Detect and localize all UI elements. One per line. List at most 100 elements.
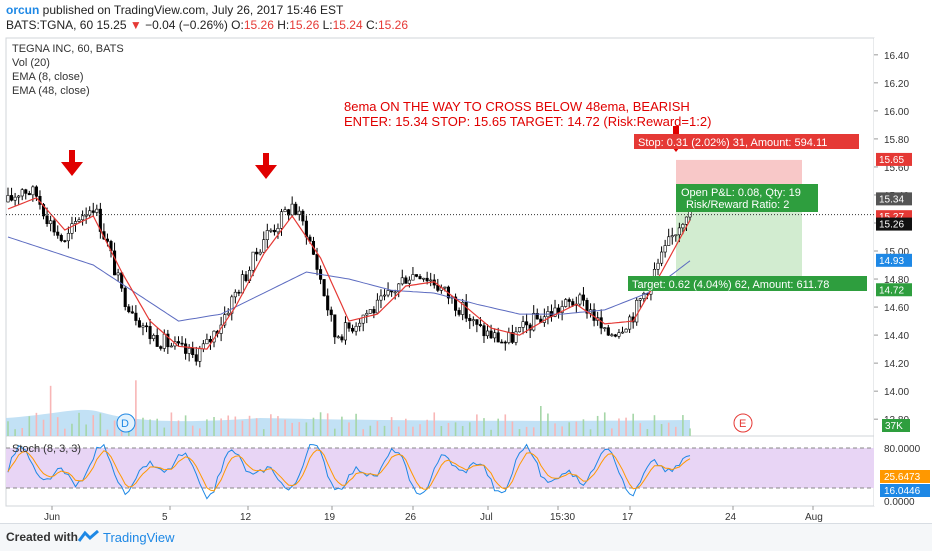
volume-bar	[206, 419, 208, 436]
candle-body	[368, 309, 372, 314]
x-tick-label: Aug	[805, 512, 823, 523]
stop-label-box[interactable]	[634, 134, 859, 149]
x-tick-label: 17	[622, 512, 634, 523]
volume-bar	[319, 412, 322, 436]
candle-body	[77, 219, 81, 222]
candle-body	[557, 307, 561, 313]
y-tick-label: 15.00	[884, 247, 909, 258]
candle-body	[240, 274, 244, 294]
candle-body	[180, 342, 184, 345]
candle-body	[187, 347, 191, 354]
y-tick-label: 15.60	[884, 163, 909, 174]
annotation-line1[interactable]: 8ema ON THE WAY TO CROSS BELOW 48ema, BE…	[344, 99, 690, 114]
volume-bar	[241, 420, 244, 436]
candle-body	[393, 291, 397, 294]
candle-body	[6, 195, 10, 203]
x-tick-label: 12	[240, 512, 252, 523]
candle-body	[521, 321, 525, 328]
candle-body	[45, 215, 49, 225]
volume-bar	[525, 426, 528, 436]
candle-body	[322, 279, 326, 297]
candle-body	[326, 295, 330, 311]
volume-bar	[426, 419, 428, 436]
target-zone[interactable]	[676, 203, 802, 291]
candle-body	[105, 238, 110, 242]
legend-volume[interactable]: Vol (20)	[12, 57, 50, 69]
volume-bar	[284, 419, 286, 436]
volume-bar	[298, 422, 301, 436]
candle-body	[606, 327, 610, 336]
candle-body	[351, 327, 355, 332]
tradingview-brand[interactable]: TradingView	[103, 530, 175, 545]
down-arrow-icon	[255, 153, 277, 179]
chart-canvas[interactable]: 16.4016.2016.0015.8015.6015.4015.2015.00…	[0, 36, 932, 523]
volume-bar	[49, 385, 52, 436]
dividend-event-icon[interactable]	[116, 413, 136, 433]
volume-bar	[468, 422, 471, 436]
candle-body	[176, 341, 181, 344]
x-tick-label: 26	[405, 512, 417, 523]
candle-body	[677, 227, 681, 236]
volume-bar	[611, 428, 613, 436]
legend-ema8[interactable]: EMA (8, close)	[12, 71, 84, 83]
volume-bar	[603, 412, 606, 436]
candle-body	[358, 322, 362, 327]
volume-bar	[433, 412, 436, 436]
volume-bar	[540, 406, 542, 436]
candle-body	[464, 302, 468, 319]
volume-bar	[476, 414, 478, 436]
close-value: 15.26	[377, 18, 409, 32]
volume-bar	[113, 420, 116, 436]
price-tag-label: 14.93	[879, 256, 904, 267]
candle-body	[610, 334, 614, 337]
volume-bar	[390, 417, 393, 436]
volume-bar	[447, 422, 450, 436]
candle-body	[152, 335, 156, 339]
volume-bar	[14, 429, 16, 436]
candle-body	[567, 299, 571, 302]
candle-body	[237, 291, 241, 294]
candle-body	[535, 312, 539, 320]
annotation-line2[interactable]: ENTER: 15.34 STOP: 15.65 TARGET: 14.72 (…	[344, 114, 711, 129]
candle-body	[137, 320, 141, 328]
volume-bar	[277, 416, 279, 436]
candle-body	[144, 325, 149, 328]
ohlc-line: BATS:TGNA, 60 15.25 ▼ −0.04 (−0.26%) O:1…	[6, 18, 408, 32]
candle-body	[525, 321, 529, 326]
stoch-k-tag: 16.0446	[884, 486, 921, 497]
volume-bar	[660, 424, 663, 436]
open-pl-box[interactable]	[676, 184, 818, 212]
candle-body	[628, 316, 632, 330]
candle-body	[283, 209, 287, 213]
x-tick-label: Jul	[480, 512, 493, 523]
author-name[interactable]: orcun	[6, 3, 40, 17]
candle-body	[116, 272, 120, 276]
last-price: 15.25	[96, 18, 127, 32]
volume-bar	[362, 429, 365, 436]
candle-body	[272, 229, 276, 233]
volume-bar	[625, 417, 627, 436]
volume-bar	[412, 426, 414, 436]
y-tick-label: 14.60	[884, 303, 909, 314]
candle-body	[141, 325, 145, 328]
tradingview-logo-icon[interactable]	[78, 530, 100, 544]
candle-body	[31, 186, 35, 196]
volume-bar	[646, 429, 649, 436]
candle-body	[113, 250, 117, 276]
candle-body	[496, 332, 500, 343]
candle-body	[684, 216, 688, 225]
candle-body	[411, 274, 415, 281]
legend-ema48[interactable]: EMA (48, close)	[12, 85, 90, 97]
candle-body	[198, 348, 202, 362]
candle-body	[59, 235, 63, 241]
volume-bar	[163, 427, 166, 436]
volume-bar	[369, 425, 372, 436]
candle-body	[95, 208, 99, 213]
volume-bar	[518, 429, 521, 436]
candle-body	[265, 230, 269, 240]
target-label-box[interactable]	[628, 276, 867, 291]
candle-body	[98, 208, 102, 232]
earnings-event-icon[interactable]	[733, 413, 753, 433]
stoch-title[interactable]: Stoch (8, 3, 3)	[12, 443, 81, 455]
price-tag-label: 15.26	[879, 220, 904, 231]
